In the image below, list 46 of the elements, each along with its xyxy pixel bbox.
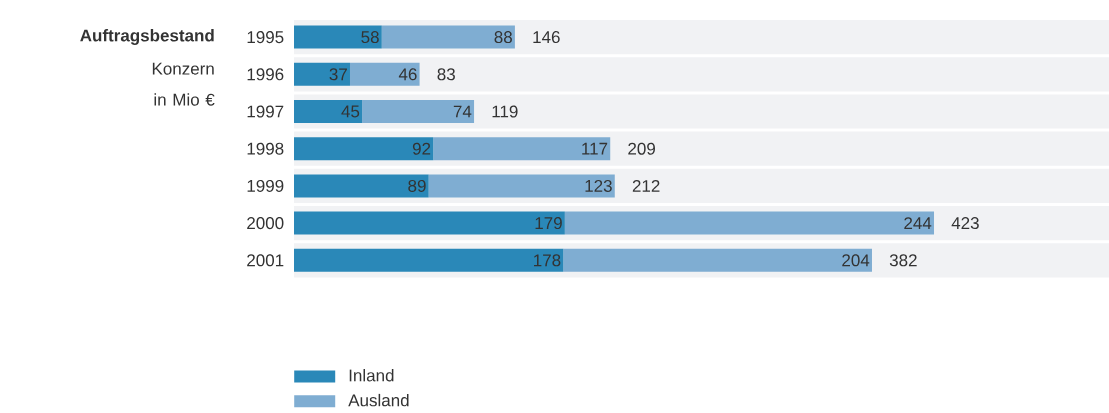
data-label: 244 (904, 217, 932, 230)
bar (563, 248, 872, 272)
y-tick-label: 1999 (247, 179, 284, 192)
bar (294, 62, 350, 86)
data-label: 37 (329, 68, 347, 81)
bar (362, 100, 475, 124)
y-tick-label: 2000 (247, 217, 284, 230)
total-label: 146 (533, 31, 560, 44)
data-label: 179 (535, 217, 562, 230)
data-label: 204 (842, 254, 870, 267)
legend-label: Inland (349, 369, 394, 382)
bar (294, 100, 363, 124)
legend-label: Ausland (348, 393, 409, 407)
data-label: 58 (361, 31, 379, 44)
data-label: 92 (412, 142, 431, 155)
data-label: 45 (341, 105, 360, 118)
data-label: 117 (582, 142, 608, 155)
text: Auftragsbestand (80, 29, 214, 45)
bar (381, 25, 515, 49)
y-tick-label: 1997 (247, 105, 284, 118)
bar (428, 174, 615, 198)
total-label: 209 (628, 142, 655, 155)
bar (294, 137, 434, 161)
data-label: 88 (494, 31, 512, 44)
y-tick-label: 1996 (247, 68, 284, 81)
total-label: 119 (492, 105, 518, 118)
data-label: 46 (398, 68, 417, 81)
bar (294, 174, 429, 198)
total-label: 382 (889, 254, 917, 267)
total-label: 423 (951, 217, 979, 230)
bar (294, 248, 564, 272)
total-label: 83 (437, 68, 455, 81)
data-label: 74 (453, 105, 472, 118)
total-label: 212 (632, 179, 660, 192)
data-label: 123 (585, 179, 612, 192)
data-label: 178 (534, 254, 561, 267)
y-tick-label: 1995 (247, 31, 284, 44)
data-label: 89 (408, 179, 426, 192)
y-tick-label: 2001 (247, 254, 284, 267)
text: Konzern in Mio € (152, 62, 215, 106)
bar (433, 137, 611, 161)
bar (564, 211, 935, 235)
bar (349, 62, 420, 86)
bar (294, 211, 565, 235)
y-tick-label: 1998 (247, 142, 284, 155)
bar (294, 25, 382, 49)
